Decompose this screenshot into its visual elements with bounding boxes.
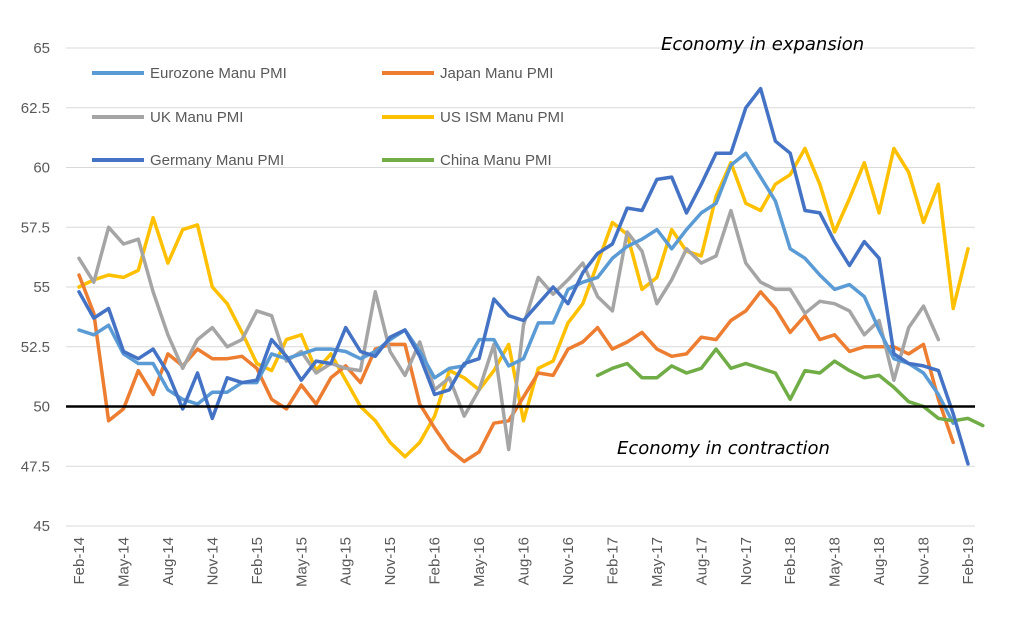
y-tick-label: 60 — [33, 160, 50, 177]
x-tick-label: Aug-17 — [693, 537, 710, 585]
x-tick-label: Nov-16 — [560, 537, 577, 585]
legend-label-uk-manu-pmi: UK Manu PMI — [150, 109, 243, 126]
x-tick-label: Feb-18 — [782, 537, 799, 585]
x-tick-label: May-17 — [649, 537, 666, 587]
legend: Eurozone Manu PMI Japan Manu PMI UK Manu P… — [92, 65, 564, 169]
y-tick-label: 65 — [33, 40, 50, 57]
x-tick-label: Aug-16 — [516, 537, 533, 585]
y-tick-label: 47.5 — [21, 458, 50, 475]
x-tick-label: Aug-15 — [338, 537, 355, 585]
series-line-japan-manu-pmi — [77, 273, 955, 464]
annotation-contraction: Economy in contraction — [617, 438, 830, 459]
x-tick-label: Aug-18 — [871, 537, 888, 585]
x-tick-label: Nov-14 — [204, 537, 221, 585]
x-tick-label: Feb-15 — [249, 537, 266, 585]
legend-label-china-manu-pmi: China Manu PMI — [440, 152, 552, 169]
y-tick-label: 45 — [33, 518, 50, 535]
y-tick-label: 50 — [33, 399, 50, 416]
x-tick-label: May-16 — [471, 537, 488, 587]
x-tick-label: Feb-19 — [960, 537, 977, 585]
legend-label-us-ism-manu-pmi: US ISM Manu PMI — [440, 109, 564, 126]
series-line-uk-manu-pmi — [77, 208, 941, 452]
series-line-china-manu-pmi — [595, 347, 985, 428]
y-tick-label: 62.5 — [21, 100, 50, 117]
annotation-expansion: Economy in expansion — [661, 34, 864, 55]
x-tick-label: Nov-18 — [916, 537, 933, 585]
x-tick-label: May-18 — [827, 537, 844, 587]
x-tick-label: May-15 — [293, 537, 310, 587]
y-tick-label: 52.5 — [21, 339, 50, 356]
series-line-us-ism-manu-pmi — [77, 146, 970, 459]
x-axis-tick-labels: Feb-14 May-14 Aug-14 Nov-14 Feb-15 May-15 Aug-… — [71, 537, 977, 587]
series-lines — [77, 86, 985, 466]
series-line-germany-manu-pmi — [77, 86, 970, 466]
series-line-eurozone-manu-pmi — [77, 151, 955, 425]
x-tick-label: Feb-14 — [71, 537, 88, 585]
x-tick-label: Nov-17 — [738, 537, 755, 585]
legend-label-eurozone-manu-pmi: Eurozone Manu PMI — [150, 65, 287, 82]
y-tick-label: 55 — [33, 279, 50, 296]
x-tick-label: Nov-15 — [382, 537, 399, 585]
x-tick-label: May-14 — [115, 537, 132, 587]
x-tick-label: Feb-16 — [427, 537, 444, 585]
y-tick-label: 57.5 — [21, 219, 50, 236]
y-axis-tick-labels: 45 47.5 50 52.5 55 57.5 60 62.5 65 — [21, 40, 50, 535]
x-tick-label: Feb-17 — [604, 537, 621, 585]
legend-label-germany-manu-pmi: Germany Manu PMI — [150, 152, 284, 169]
x-tick-label: Aug-14 — [160, 537, 177, 585]
legend-label-japan-manu-pmi: Japan Manu PMI — [440, 65, 553, 82]
